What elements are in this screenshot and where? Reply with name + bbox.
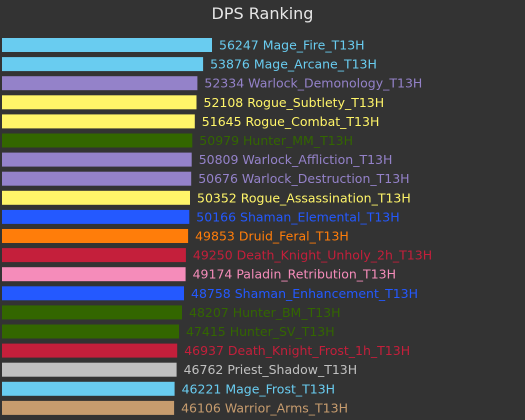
chart-title: DPS Ranking	[212, 4, 314, 23]
bar-rogue-subtlety-t13h	[2, 95, 197, 110]
bar-mage-frost-t13h	[2, 381, 175, 396]
bar-druid-feral-t13h	[2, 229, 189, 243]
bar-label-hunter-sv-t13h: 47415 Hunter_SV_T13H	[186, 324, 335, 339]
bar-shaman-enhancement-t13h	[2, 286, 184, 301]
bar-death-knight-frost-1h-t13h	[2, 343, 178, 358]
bar-warlock-affliction-t13h	[2, 152, 192, 167]
bar-label-priest-shadow-t13h: 46762 Priest_Shadow_T13H	[184, 362, 358, 377]
bar-label-death-knight-unholy-2h-t13h: 49250 Death_Knight_Unholy_2h_T13H	[193, 248, 432, 263]
bar-label-rogue-subtlety-t13h: 52108 Rogue_Subtlety_T13H	[204, 95, 385, 110]
bar-label-shaman-elemental-t13h: 50166 Shaman_Elemental_T13H	[196, 209, 399, 224]
bar-label-rogue-combat-t13h: 51645 Rogue_Combat_T13H	[202, 114, 380, 129]
bar-label-warrior-arms-t13h: 46106 Warrior_Arms_T13H	[181, 400, 348, 415]
bar-label-shaman-enhancement-t13h: 48758 Shaman_Enhancement_T13H	[191, 286, 418, 301]
bar-rogue-assassination-t13h	[2, 190, 190, 205]
bar-label-mage-fire-t13h: 56247 Mage_Fire_T13H	[219, 38, 365, 53]
bar-label-paladin-retribution-t13h: 49174 Paladin_Retribution_T13H	[193, 267, 396, 282]
bar-warlock-demonology-t13h	[2, 76, 198, 91]
bar-paladin-retribution-t13h	[2, 267, 186, 282]
bar-label-hunter-mm-t13h: 50979 Hunter_MM_T13H	[199, 133, 353, 148]
bar-mage-arcane-t13h	[2, 57, 204, 72]
bar-death-knight-unholy-2h-t13h	[2, 248, 186, 263]
bar-hunter-sv-t13h	[2, 324, 179, 339]
bar-hunter-bm-t13h	[2, 305, 182, 320]
bar-rogue-combat-t13h	[2, 114, 195, 129]
bar-label-rogue-assassination-t13h: 50352 Rogue_Assassination_T13H	[197, 190, 411, 205]
bar-label-mage-arcane-t13h: 53876 Mage_Arcane_T13H	[210, 57, 377, 72]
bar-label-hunter-bm-t13h: 48207 Hunter_BM_T13H	[189, 305, 341, 320]
bar-group: 56247 Mage_Fire_T13H 53876 Mage_Arcane_T1…	[2, 38, 432, 415]
bar-warrior-arms-t13h	[2, 400, 175, 415]
bar-label-mage-frost-t13h: 46221 Mage_Frost_T13H	[182, 381, 335, 396]
bar-label-warlock-affliction-t13h: 50809 Warlock_Affliction_T13H	[199, 152, 393, 167]
bar-label-warlock-demonology-t13h: 52334 Warlock_Demonology_T13H	[204, 76, 422, 91]
bar-label-death-knight-frost-1h-t13h: 46937 Death_Knight_Frost_1h_T13H	[184, 343, 410, 358]
bar-label-druid-feral-t13h: 49853 Druid_Feral_T13H	[195, 229, 349, 244]
bar-priest-shadow-t13h	[2, 362, 177, 377]
bar-hunter-mm-t13h	[2, 133, 193, 148]
bar-label-warlock-destruction-t13h: 50676 Warlock_Destruction_T13H	[198, 171, 409, 186]
bar-shaman-elemental-t13h	[2, 209, 190, 224]
bar-warlock-destruction-t13h	[2, 171, 192, 186]
bar-mage-fire-t13h	[2, 38, 212, 52]
